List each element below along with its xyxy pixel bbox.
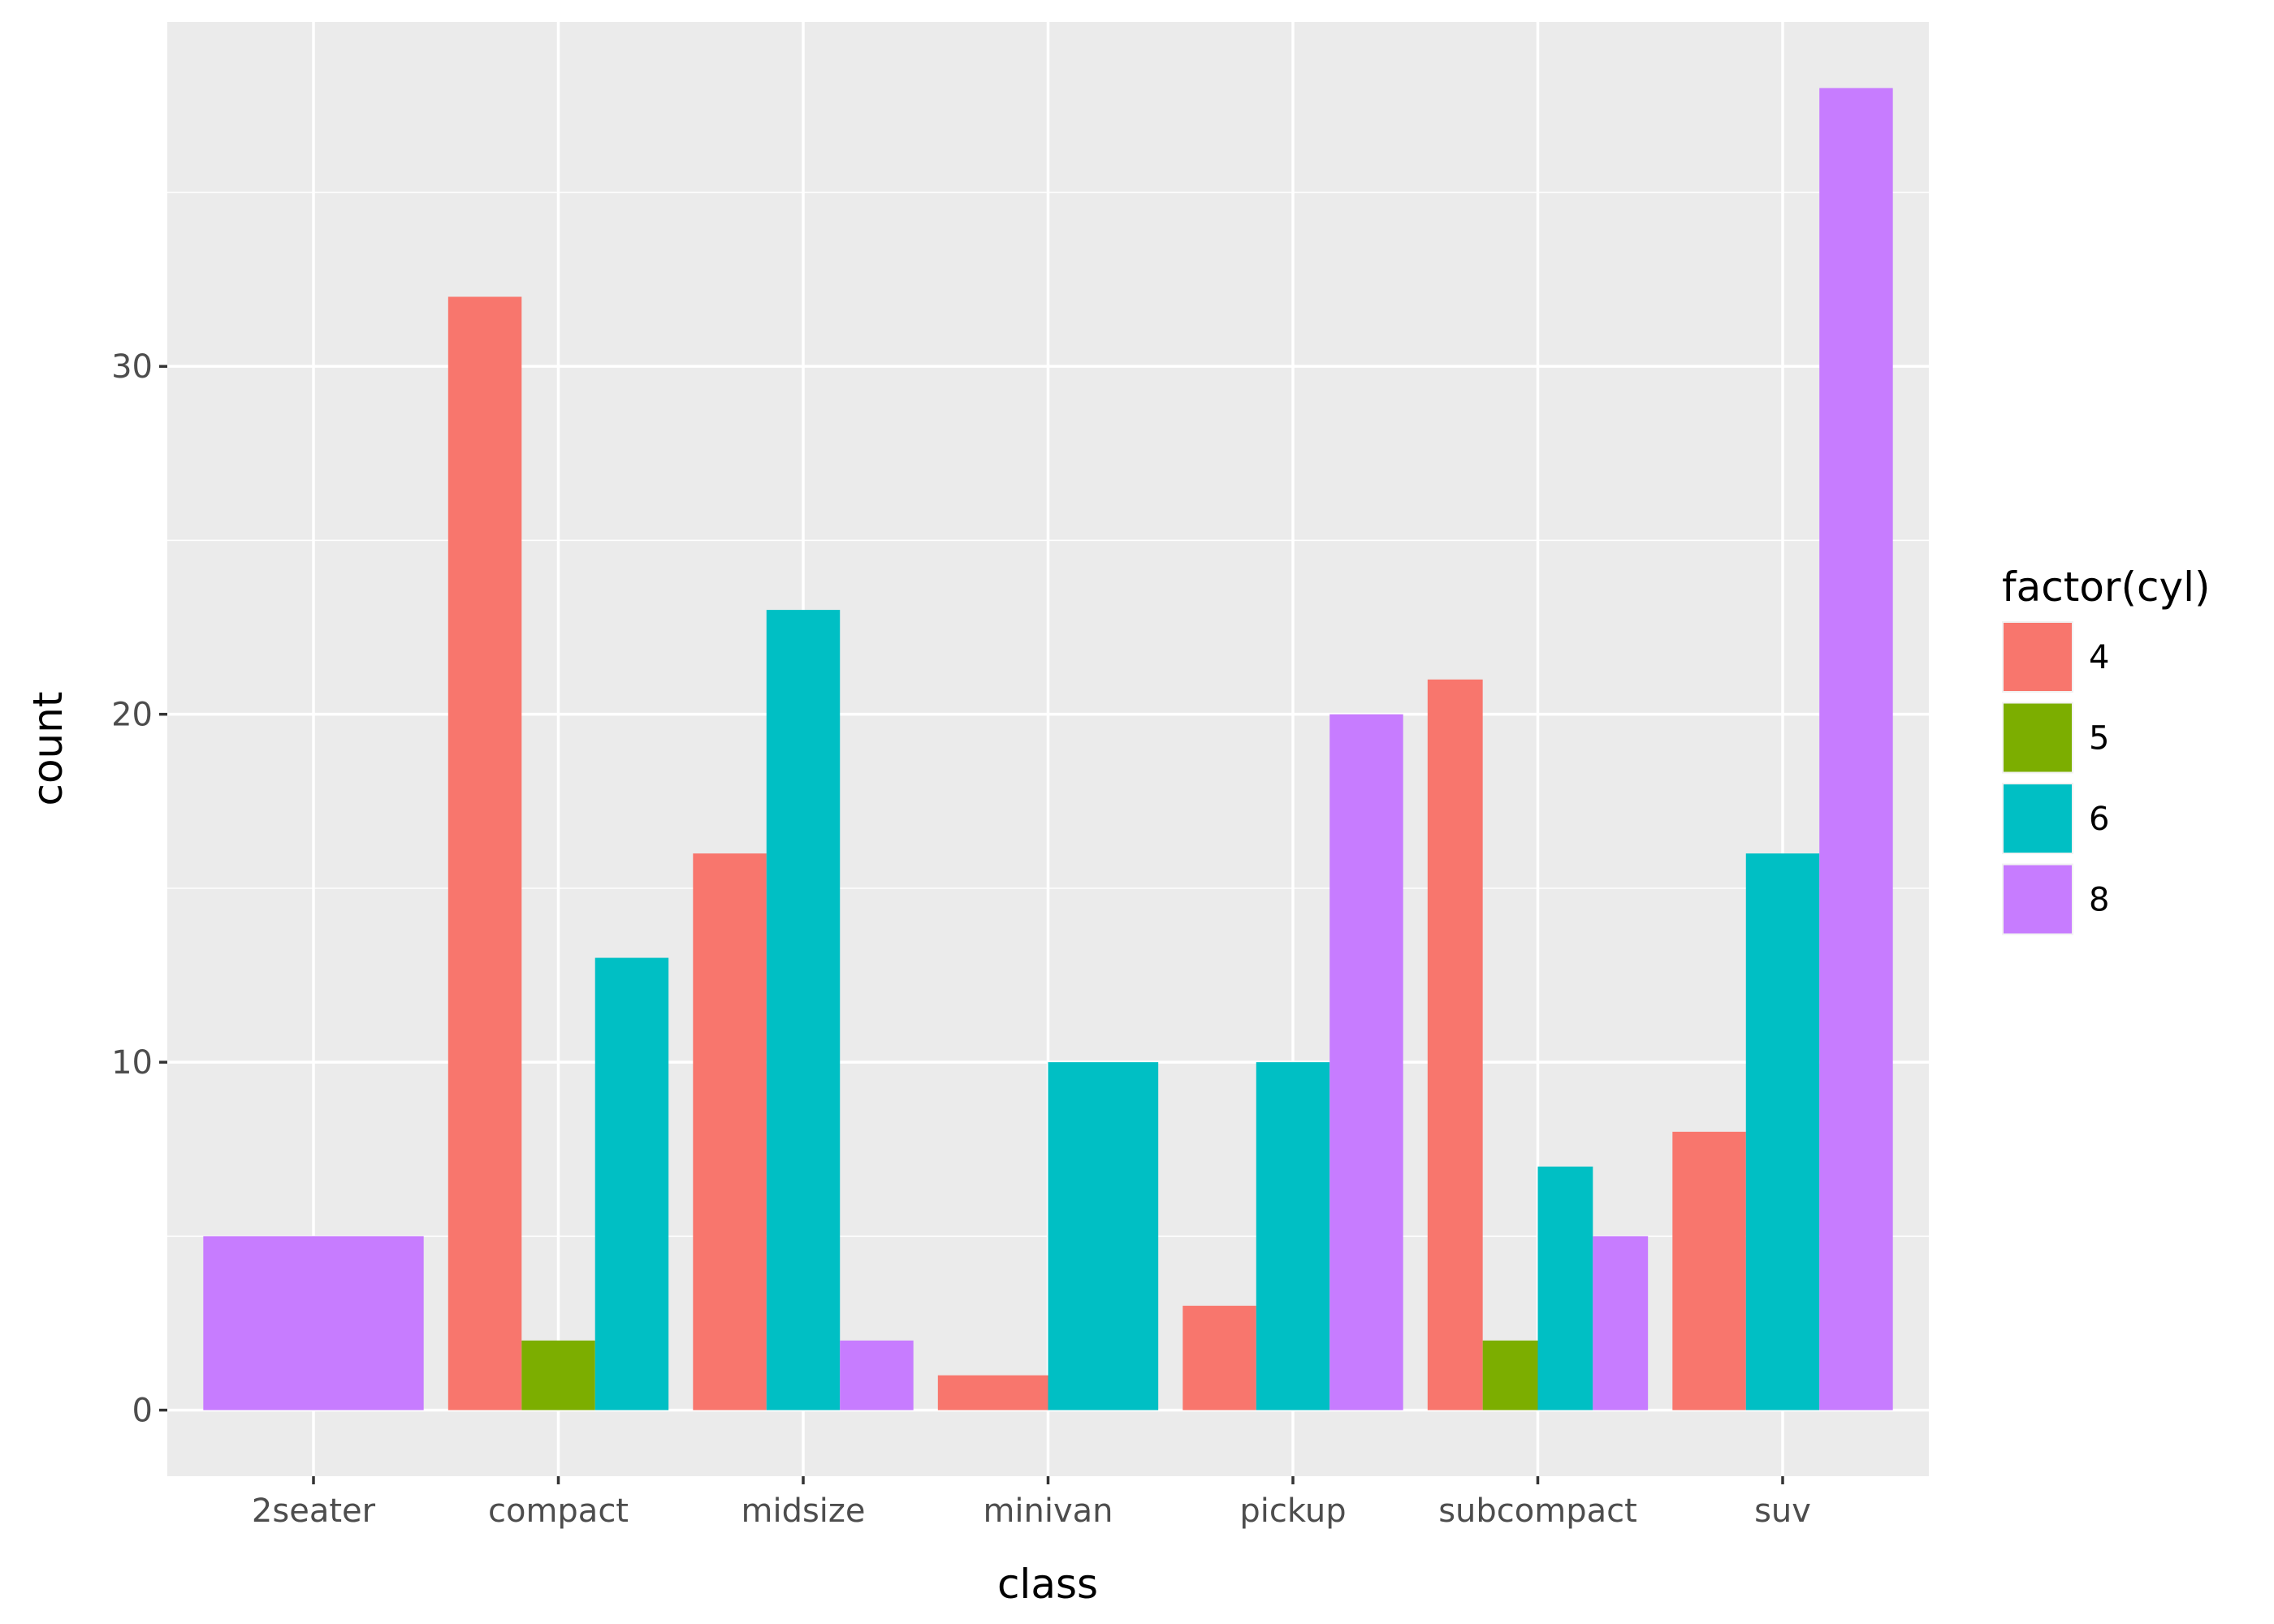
bar-minivan-cyl4 (937, 1375, 1048, 1410)
bar-pickup-cyl8 (1329, 714, 1403, 1410)
legend-swatch-6 (2004, 784, 2072, 853)
bar-pickup-cyl6 (1256, 1062, 1330, 1410)
x-tick-label: subcompact (1438, 1492, 1637, 1530)
legend-label: 4 (2089, 639, 2109, 676)
legend-title: factor(cyl) (2002, 564, 2210, 611)
y-tick-label: 10 (111, 1044, 153, 1082)
x-tick-label: minivan (983, 1492, 1113, 1530)
legend-swatch-8 (2004, 865, 2072, 934)
legend-swatch-5 (2004, 703, 2072, 772)
bar-compact-cyl5 (521, 1340, 595, 1410)
x-tick-label: pickup (1239, 1492, 1346, 1530)
bar-subcompact-cyl6 (1537, 1166, 1593, 1410)
y-axis-title: count (24, 691, 71, 806)
bar-midsize-cyl8 (840, 1340, 914, 1410)
bar-subcompact-cyl4 (1427, 679, 1483, 1410)
bar-subcompact-cyl8 (1593, 1236, 1649, 1410)
bar-suv-cyl8 (1819, 88, 1893, 1410)
bar-2seater-cyl8 (203, 1236, 424, 1410)
legend: factor(cyl) 4 5 6 8 (2002, 564, 2210, 935)
bar-suv-cyl4 (1672, 1131, 1746, 1410)
x-tick-label: 2seater (252, 1492, 376, 1530)
bars (203, 88, 1893, 1410)
x-tick-label: midsize (741, 1492, 865, 1530)
x-tick-label: compact (488, 1492, 629, 1530)
bar-midsize-cyl6 (766, 610, 841, 1410)
legend-label: 6 (2089, 801, 2109, 838)
x-tick-label: suv (1754, 1492, 1811, 1530)
bar-compact-cyl4 (447, 296, 522, 1410)
y-tick-label: 0 (132, 1393, 153, 1430)
bar-suv-cyl6 (1745, 853, 1820, 1410)
bar-midsize-cyl4 (693, 853, 767, 1410)
bar-subcompact-cyl5 (1482, 1340, 1538, 1410)
y-tick-label: 20 (111, 697, 153, 734)
axes: 0 10 20 30 2seater compact midsize minivan picku… (111, 348, 1811, 1530)
bar-compact-cyl6 (594, 957, 669, 1410)
bar-minivan-cyl6 (1048, 1062, 1159, 1410)
x-axis-title: class (997, 1561, 1098, 1608)
y-tick-label: 30 (111, 348, 153, 386)
legend-swatch-4 (2004, 623, 2072, 691)
legend-label: 5 (2089, 720, 2109, 758)
legend-label: 8 (2089, 882, 2109, 919)
bar-pickup-cyl4 (1182, 1306, 1256, 1410)
